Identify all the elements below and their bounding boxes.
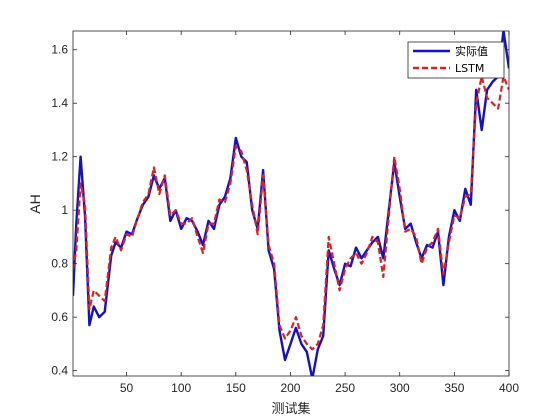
y-axis-ticks: 0.4 0.6 0.8 1 1.2 1.4 1.6 — [51, 43, 509, 378]
y-tick-label: 1.2 — [51, 150, 68, 164]
x-tick-label: 400 — [499, 381, 519, 395]
legend-label-lstm: LSTM — [455, 62, 484, 75]
x-axis-label: 测试集 — [271, 401, 310, 417]
plot-area: 50 100 150 200 250 300 350 400 0.4 0.6 0.8 1 1.2 1.4… — [51, 30, 519, 395]
x-tick-label: 300 — [390, 381, 410, 395]
y-tick-label: 0.8 — [51, 257, 68, 271]
x-tick-label: 250 — [335, 381, 355, 395]
series-layer — [73, 31, 509, 376]
x-tick-label: 150 — [226, 381, 246, 395]
y-tick-label: 1.4 — [51, 96, 68, 110]
series-line-lstm — [73, 75, 509, 351]
series-line-actual — [73, 31, 509, 376]
x-tick-label: 350 — [444, 381, 464, 395]
legend-box — [407, 41, 505, 79]
x-tick-label: 200 — [280, 381, 300, 395]
x-axis-ticks: 50 100 150 200 250 300 350 400 — [120, 31, 519, 395]
y-tick-label: 0.4 — [51, 364, 68, 378]
y-tick-label: 1.6 — [51, 43, 68, 57]
legend-label-actual: 实际值 — [455, 44, 488, 58]
x-tick-label: 50 — [120, 381, 134, 395]
x-tick-label: 100 — [171, 381, 191, 395]
y-axis-label: AH — [27, 194, 43, 213]
axes-frame — [72, 30, 510, 377]
legend: 实际值 LSTM — [407, 41, 505, 79]
y-tick-label: 1 — [61, 203, 68, 217]
axes-background — [73, 31, 509, 376]
y-tick-label: 0.6 — [51, 310, 68, 324]
